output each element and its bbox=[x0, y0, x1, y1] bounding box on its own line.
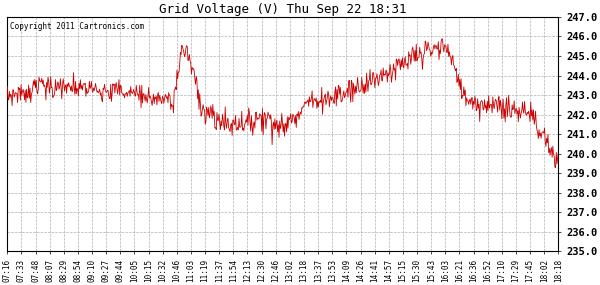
Text: Copyright 2011 Cartronics.com: Copyright 2011 Cartronics.com bbox=[10, 22, 144, 30]
Title: Grid Voltage (V) Thu Sep 22 18:31: Grid Voltage (V) Thu Sep 22 18:31 bbox=[159, 3, 407, 16]
